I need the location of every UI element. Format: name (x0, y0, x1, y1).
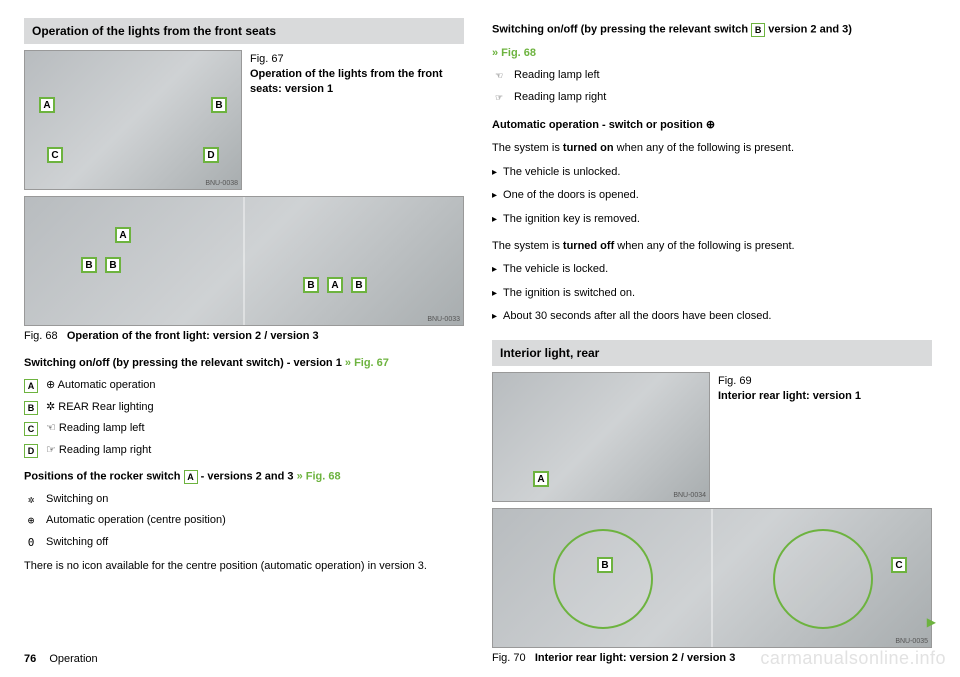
pos-ref: » Fig. 68 (297, 470, 341, 482)
watermark: carmanualsonline.info (760, 648, 946, 669)
pos-item: ⊕Automatic operation (centre position) (24, 513, 464, 528)
sw1-heading: Switching on/off (by pressing the releva… (24, 356, 464, 371)
callout-b: B (597, 557, 613, 573)
fig67-code: BNU-0038 (205, 180, 238, 187)
left-column: Operation of the lights from the front s… (24, 18, 464, 674)
fig68-photo: A B B B A B BNU-0033 (24, 196, 464, 326)
sw2-ref: » Fig. 68 (492, 47, 536, 59)
fig70-num: Fig. 70 (492, 652, 526, 664)
fig68-title: Operation of the front light: version 2 … (67, 330, 319, 342)
callout-c: C (47, 147, 63, 163)
fig69-row: A BNU-0034 Fig. 69 Interior rear light: … (492, 372, 932, 502)
sw1-item: A⊕ Automatic operation (24, 378, 464, 393)
sw2-key: B (751, 23, 765, 37)
callout-a: A (39, 97, 55, 113)
fig69-code: BNU-0034 (673, 492, 706, 499)
fig68-caption: Fig. 68 Operation of the front light: ve… (24, 330, 464, 342)
right-column: Switching on/off (by pressing the releva… (492, 18, 932, 674)
callout: B (303, 277, 319, 293)
sw2-heading: Switching on/off (by pressing the releva… (492, 22, 932, 38)
sw2-item: ☜Reading lamp left (492, 68, 932, 83)
section-name: Operation (49, 653, 97, 665)
off-item: About 30 seconds after all the doors hav… (492, 309, 932, 324)
note-text: There is no icon available for the centr… (24, 559, 464, 574)
callout: A (327, 277, 343, 293)
sw1-item: D☞ Reading lamp right (24, 443, 464, 458)
pos-title: Positions of the rocker switch (24, 470, 184, 482)
fig67-row: A B C D BNU-0038 Fig. 67 Operation of th… (24, 50, 464, 190)
section-header-rear-light: Interior light, rear (492, 340, 932, 366)
callout: B (351, 277, 367, 293)
page-number: 76 (24, 653, 36, 665)
fig68-num: Fig. 68 (24, 330, 58, 342)
on-item: The vehicle is unlocked. (492, 165, 932, 180)
pos-item: 0Switching off (24, 535, 464, 550)
highlight-circle (773, 529, 873, 629)
callout-b: B (211, 97, 227, 113)
callout: A (115, 227, 131, 243)
sw1-title: Switching on/off (by pressing the releva… (24, 357, 345, 369)
auto-title: Automatic operation - switch or position… (492, 118, 932, 133)
section-header-front-lights: Operation of the lights from the front s… (24, 18, 464, 44)
on-item: One of the doors is opened. (492, 188, 932, 203)
pos-heading: Positions of the rocker switch A - versi… (24, 469, 464, 485)
fig67-num: Fig. 67 (250, 52, 464, 67)
callout-d: D (203, 147, 219, 163)
off-item: The vehicle is locked. (492, 262, 932, 277)
highlight-circle (553, 529, 653, 629)
sw2-title: Switching on/off (by pressing the releva… (492, 23, 751, 35)
pos-key: A (184, 470, 198, 484)
pos-item: ✲Switching on (24, 492, 464, 507)
fig70-title: Interior rear light: version 2 / version… (535, 652, 736, 664)
fig69-photo: A BNU-0034 (492, 372, 710, 502)
callout-c: C (891, 557, 907, 573)
fig67-photo: A B C D BNU-0038 (24, 50, 242, 190)
sw1-item: B✲ REAR Rear lighting (24, 400, 464, 415)
fig68-code: BNU-0033 (427, 316, 460, 323)
fig67-title: Operation of the lights from the front s… (250, 67, 464, 97)
page-footer: 76 Operation (24, 653, 98, 665)
fig67-caption: Fig. 67 Operation of the lights from the… (250, 50, 464, 190)
fig70-code: BNU-0035 (895, 638, 928, 645)
fig69-num: Fig. 69 (718, 374, 861, 389)
off-item: The ignition is switched on. (492, 286, 932, 301)
callout-a: A (533, 471, 549, 487)
callout: B (81, 257, 97, 273)
next-page-arrow-icon: ▶ (927, 615, 936, 629)
sw2-title2: version 2 and 3) (765, 23, 852, 35)
pos-title2: - versions 2 and 3 (198, 470, 297, 482)
fig69-title: Interior rear light: version 1 (718, 389, 861, 404)
fig70-photo: B C BNU-0035 (492, 508, 932, 648)
sw2-item: ☞Reading lamp right (492, 90, 932, 105)
fig69-caption: Fig. 69 Interior rear light: version 1 (718, 372, 861, 502)
on-item: The ignition key is removed. (492, 212, 932, 227)
sw1-ref: » Fig. 67 (345, 357, 389, 369)
on-line: The system is turned on when any of the … (492, 141, 932, 156)
callout: B (105, 257, 121, 273)
sw1-item: C☜ Reading lamp left (24, 421, 464, 436)
off-line: The system is turned off when any of the… (492, 239, 932, 254)
